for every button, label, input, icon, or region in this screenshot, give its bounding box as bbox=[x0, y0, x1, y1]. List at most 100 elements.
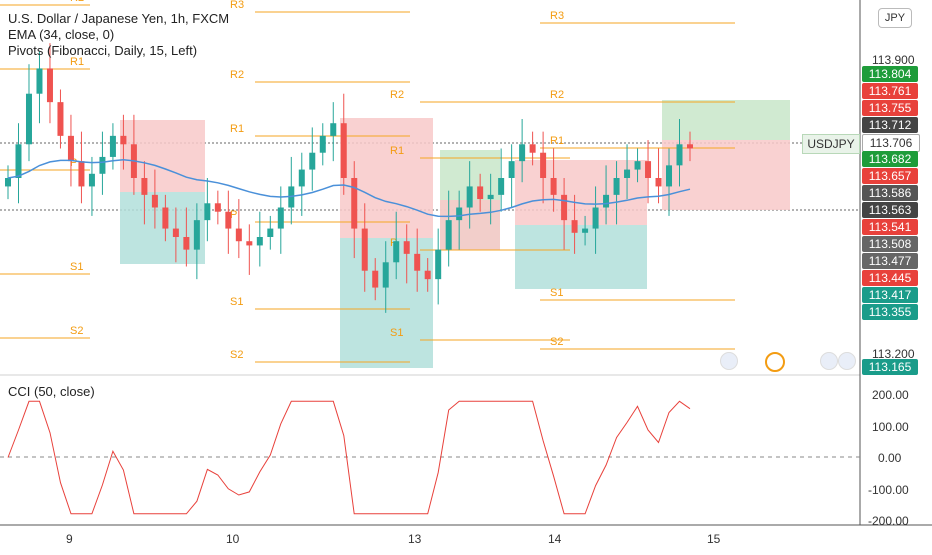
price-label: 113.477 bbox=[862, 253, 918, 269]
candle-body bbox=[256, 237, 263, 246]
candle-body bbox=[15, 144, 22, 178]
time-tick: 13 bbox=[408, 532, 422, 546]
price-tick: 113.200 bbox=[872, 347, 915, 361]
position-box bbox=[662, 100, 790, 140]
candle-body bbox=[277, 207, 284, 229]
ema-path bbox=[7, 159, 691, 218]
candle-body bbox=[120, 135, 127, 145]
time-tick: 9 bbox=[66, 532, 73, 546]
us-flag-event-icon[interactable] bbox=[820, 352, 838, 370]
candle-body bbox=[550, 178, 557, 195]
price-label: 113.712 bbox=[862, 117, 918, 133]
cci-line bbox=[7, 400, 691, 515]
candle-body bbox=[645, 161, 652, 178]
candle-body bbox=[214, 203, 221, 212]
cci-path bbox=[7, 400, 691, 515]
price-label: 113.761 bbox=[862, 83, 918, 99]
pivot-label: R2 bbox=[70, 0, 84, 4]
currency-button[interactable]: JPY bbox=[878, 8, 912, 28]
candle-body bbox=[676, 144, 683, 166]
position-box bbox=[515, 225, 647, 289]
pivot-label: R2 bbox=[550, 89, 564, 101]
price-label: 113.706 bbox=[862, 134, 920, 152]
pivot-label: S1 bbox=[230, 296, 243, 308]
candle-body bbox=[456, 207, 463, 221]
japan-flag-event-icon[interactable] bbox=[765, 352, 785, 372]
candle-body bbox=[183, 237, 190, 250]
candle-body bbox=[36, 68, 43, 94]
candle-body bbox=[319, 135, 326, 153]
candle-body bbox=[382, 262, 389, 288]
candle-body bbox=[330, 123, 337, 136]
pivot-label: S2 bbox=[550, 336, 563, 348]
candle-body bbox=[424, 270, 431, 280]
cci-tick: -100.00 bbox=[868, 483, 909, 497]
candle-body bbox=[445, 220, 452, 250]
pivot-label: P bbox=[70, 157, 77, 169]
candle-body bbox=[603, 194, 610, 208]
cci-legend: CCI (50, close) bbox=[8, 384, 95, 399]
cci-tick: -200.00 bbox=[868, 514, 909, 528]
candle-body bbox=[508, 161, 515, 178]
candle-body bbox=[78, 161, 85, 187]
pivot-label: P bbox=[230, 209, 237, 221]
cci-tick: 200.00 bbox=[872, 388, 909, 402]
candle-body bbox=[540, 152, 547, 178]
ema-legend: EMA (34, close, 0) bbox=[8, 27, 114, 42]
candle-body bbox=[99, 156, 106, 174]
price-label: 113.417 bbox=[862, 287, 918, 303]
pivot-label: R2 bbox=[390, 89, 404, 101]
candle-body bbox=[529, 144, 536, 153]
symbol-legend: U.S. Dollar / Japanese Yen, 1h, FXCM bbox=[8, 11, 229, 26]
price-label: 113.563 bbox=[862, 202, 918, 218]
us-flag-event-icon[interactable] bbox=[838, 352, 856, 370]
pivots-legend: Pivots (Fibonacci, Daily, 15, Left) bbox=[8, 43, 197, 58]
price-label: 113.355 bbox=[862, 304, 918, 320]
us-flag-event-icon[interactable] bbox=[720, 352, 738, 370]
candle-body bbox=[57, 102, 64, 136]
price-tick: 113.900 bbox=[872, 53, 915, 67]
pivot-label: R1 bbox=[390, 145, 404, 157]
time-tick: 15 bbox=[707, 532, 721, 546]
price-label: 113.755 bbox=[862, 100, 918, 116]
candlesticks bbox=[5, 43, 693, 313]
pivot-label: S1 bbox=[550, 287, 563, 299]
price-label: 113.165 bbox=[862, 359, 918, 375]
candle-body bbox=[477, 186, 484, 200]
candle-body bbox=[393, 241, 400, 263]
candle-body bbox=[340, 123, 347, 178]
pivot-label: S2 bbox=[230, 349, 243, 361]
candle-body bbox=[151, 194, 158, 208]
pivot-label: S2 bbox=[70, 325, 83, 337]
candle-body bbox=[403, 241, 410, 254]
price-label: 113.586 bbox=[862, 185, 918, 201]
candle-body bbox=[309, 152, 316, 170]
candle-body bbox=[298, 169, 305, 187]
candle-body bbox=[571, 220, 578, 233]
candle-body bbox=[193, 220, 200, 250]
candle-body bbox=[561, 194, 568, 221]
candle-body bbox=[435, 249, 442, 280]
pivot-label: R1 bbox=[230, 123, 244, 135]
price-label: 113.804 bbox=[862, 66, 918, 82]
candle-body bbox=[5, 178, 11, 187]
candle-body bbox=[235, 228, 242, 242]
candle-body bbox=[361, 228, 368, 271]
candle-body bbox=[613, 178, 620, 195]
price-label: 113.445 bbox=[862, 270, 918, 286]
candle-body bbox=[25, 93, 32, 145]
pivot-label: R3 bbox=[230, 0, 244, 11]
candle-body bbox=[267, 228, 274, 237]
cci-tick: 0.00 bbox=[878, 451, 902, 465]
candle-body bbox=[246, 241, 253, 246]
candle-body bbox=[666, 165, 673, 187]
candle-body bbox=[414, 253, 421, 271]
price-label: 113.541 bbox=[862, 219, 918, 235]
pivot-label: R1 bbox=[550, 135, 564, 147]
candle-body bbox=[487, 194, 494, 200]
pivot-label: R2 bbox=[230, 69, 244, 81]
symbol-tag: USDJPY bbox=[802, 134, 860, 154]
cci-tick: 100.00 bbox=[872, 420, 909, 434]
